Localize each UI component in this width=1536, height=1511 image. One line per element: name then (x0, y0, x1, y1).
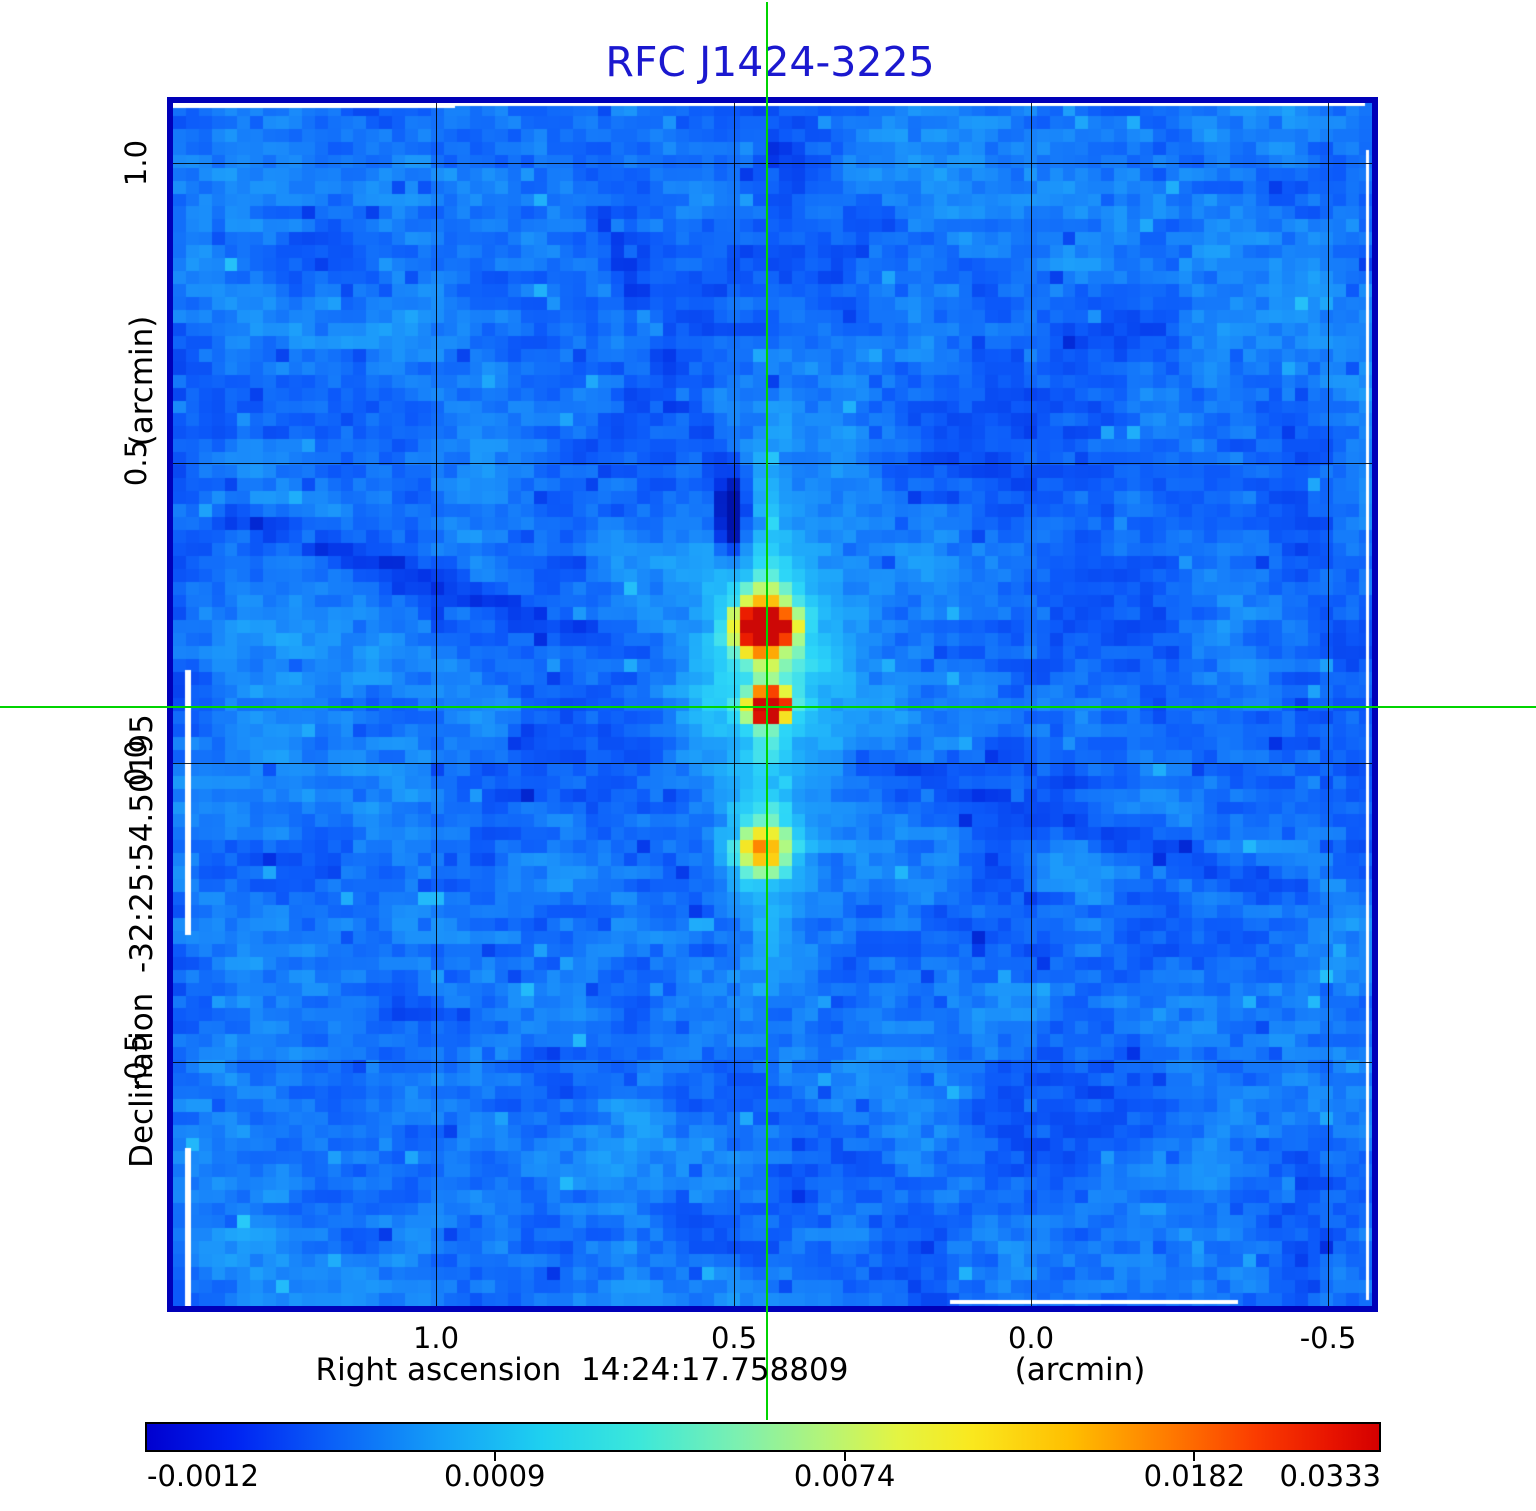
x-tick-label: -0.5 (1299, 1321, 1357, 1355)
x-tick-label: 0.5 (710, 1321, 758, 1355)
colorbar-tick (843, 1452, 846, 1461)
grid-line-vertical (435, 103, 437, 1306)
colorbar-tick-label: -0.0012 (147, 1459, 259, 1493)
page-title: RFC J1424-3225 (605, 38, 935, 86)
x-axis-unit-label: (arcmin) (1014, 1352, 1146, 1388)
crosshair-vertical-line (766, 2, 768, 1420)
grid-line-horizontal (173, 1061, 1372, 1063)
grid-line-vertical (1030, 103, 1032, 1306)
x-tick-label: 0.0 (1007, 1321, 1055, 1355)
colorbar (145, 1422, 1381, 1452)
colorbar-tick (1193, 1452, 1196, 1461)
plot-frame (167, 97, 1378, 1312)
colorbar-tick-label: 0.0333 (1279, 1459, 1381, 1493)
sky-image-heatmap (173, 103, 1372, 1306)
crosshair-horizontal-line (0, 706, 1536, 708)
grid-line-vertical (733, 103, 735, 1306)
grid-line-vertical (1327, 103, 1329, 1306)
grid-line-horizontal (173, 462, 1372, 464)
colorbar-tick (493, 1452, 496, 1461)
x-axis-label: Right ascension 14:24:17.758809 (315, 1352, 849, 1388)
grid-line-horizontal (173, 162, 1372, 164)
colorbar-tick-label: 0.0182 (1143, 1459, 1246, 1493)
grid-line-horizontal (173, 762, 1372, 764)
colorbar-tick-label: 0.0009 (444, 1459, 546, 1493)
y-axis-unit-label: (arcmin) (124, 315, 161, 447)
colorbar-tick-label: 0.0074 (793, 1459, 896, 1493)
x-tick-label: 1.0 (412, 1321, 460, 1355)
y-axis-label: Declination -32:25:54.50195 (124, 714, 161, 1168)
